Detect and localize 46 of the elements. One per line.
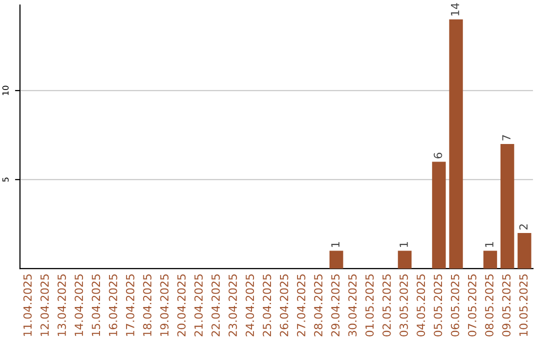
bar xyxy=(329,250,344,269)
x-tick-label: 10.05.2025 xyxy=(519,274,528,336)
x-tick-label: 05.05.2025 xyxy=(434,274,442,336)
x-tick-label: 27.04.2025 xyxy=(296,274,306,336)
x-tick-label: 15.04.2025 xyxy=(92,274,100,336)
x-tick-label: 23.04.2025 xyxy=(228,274,237,336)
y-tick-label: 5 xyxy=(2,178,9,182)
y-tick-label: 10 xyxy=(2,86,9,95)
data-label: 7 xyxy=(502,135,510,140)
x-tick-label: 30.04.2025 xyxy=(348,274,357,336)
bar xyxy=(449,19,463,269)
x-tick-label: 19.04.2025 xyxy=(160,274,169,336)
x-tick-label: 26.04.2025 xyxy=(280,274,288,336)
x-tick-label: 08.05.2025 xyxy=(485,274,494,336)
data-label: 1 xyxy=(485,242,494,247)
x-tick-label: 28.04.2025 xyxy=(314,274,322,336)
x-tick-label: 24.04.2025 xyxy=(246,274,254,336)
x-tick-label: 12.04.2025 xyxy=(40,274,49,336)
x-tick-label: 09.05.2025 xyxy=(502,274,511,336)
data-label: 1 xyxy=(400,242,408,247)
bar xyxy=(500,144,514,269)
x-tick-label: 16.04.2025 xyxy=(108,274,118,336)
x-tick-label: 03.05.2025 xyxy=(400,274,408,336)
bar xyxy=(518,232,532,269)
x-tick-label: 07.05.2025 xyxy=(468,274,476,336)
x-tick-label: 17.04.2025 xyxy=(126,274,134,336)
x-tick-label: 02.05.2025 xyxy=(382,274,391,336)
x-tick-label: 22.04.2025 xyxy=(211,274,220,336)
data-label: 14 xyxy=(450,3,460,16)
x-tick-label: 21.04.2025 xyxy=(194,274,203,336)
data-label: 6 xyxy=(434,152,442,158)
data-label: 2 xyxy=(519,224,528,230)
x-tick-label: 13.04.2025 xyxy=(58,274,66,336)
x-tick-label: 01.05.2025 xyxy=(365,274,374,336)
x-tick-label: 18.04.2025 xyxy=(143,274,152,336)
bar xyxy=(483,250,498,269)
bar xyxy=(398,250,412,269)
x-tick-label: 11.04.2025 xyxy=(23,274,32,336)
bar xyxy=(432,162,446,269)
x-tick-label: 29.04.2025 xyxy=(331,274,340,336)
x-tick-label: 06.05.2025 xyxy=(450,274,460,336)
x-tick-label: 04.05.2025 xyxy=(416,274,426,336)
x-tick-label: 14.04.2025 xyxy=(74,274,84,336)
x-tick-label: 25.04.2025 xyxy=(262,274,272,336)
x-tick-label: 20.04.2025 xyxy=(177,274,186,336)
data-label: 1 xyxy=(331,242,340,247)
